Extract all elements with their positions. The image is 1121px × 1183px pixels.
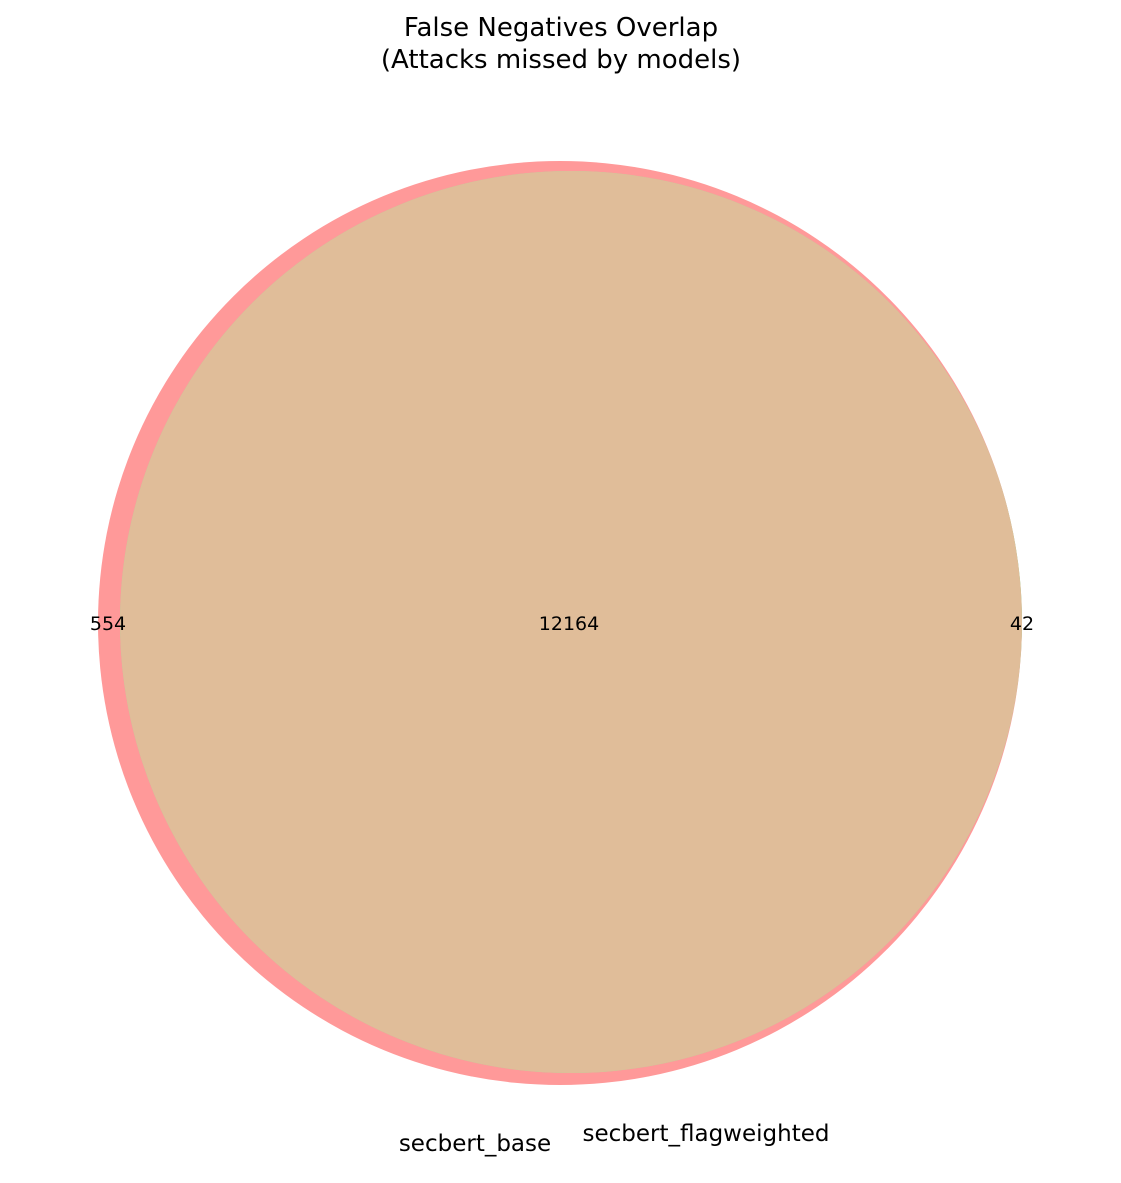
chart-subtitle: (Attacks missed by models) (381, 45, 741, 75)
set-b-label: secbert_flagweighted (583, 1121, 830, 1147)
chart-title: False Negatives Overlap (404, 13, 718, 43)
set-a-label: secbert_base (399, 1131, 551, 1157)
region-label-overlap: 12164 (539, 613, 599, 635)
region-label-only-a: 554 (90, 613, 126, 635)
region-label-only-b: 42 (1010, 613, 1034, 635)
overlap-region (120, 171, 1022, 1073)
